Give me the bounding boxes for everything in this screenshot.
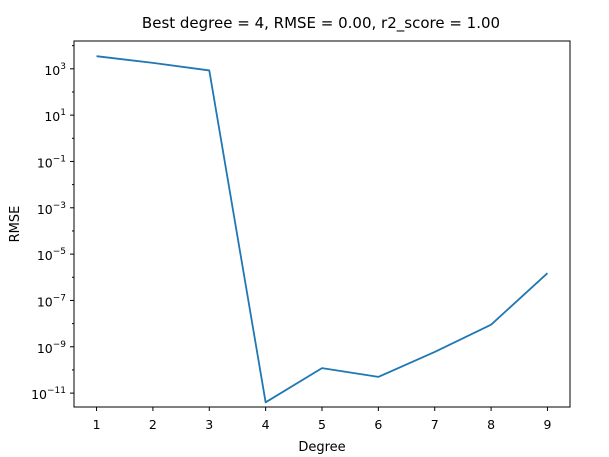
y-tick-label: 10−11	[31, 386, 66, 402]
y-tick-label: 10−9	[37, 340, 66, 356]
y-tick-label: 103	[44, 62, 66, 78]
x-tick-label: 7	[431, 417, 439, 432]
x-tick-label: 6	[374, 417, 382, 432]
plot-area	[96, 55, 549, 404]
x-axis-label: Degree	[298, 440, 345, 455]
chart-title: Best degree = 4, RMSE = 0.00, r2_score =…	[142, 14, 500, 33]
y-tick-label: 10−7	[37, 293, 66, 309]
x-tick-label: 3	[205, 417, 213, 432]
y-tick-label: 10−1	[37, 154, 66, 170]
x-tick-label: 8	[487, 417, 495, 432]
y-tick-label: 101	[44, 108, 66, 124]
y-axis-label: RMSE	[8, 206, 23, 243]
x-tick-label: 1	[93, 417, 101, 432]
plot-frame	[73, 40, 571, 408]
x-tick-label: 5	[318, 417, 326, 432]
y-tick-label: 10−3	[37, 201, 66, 217]
y-tick-label: 10−5	[37, 247, 66, 263]
x-tick-label: 2	[149, 417, 157, 432]
x-tick-label: 4	[262, 417, 270, 432]
y-axis: 103 101 10−1 10−3 10−5 10−7 10−9 10−11	[31, 45, 74, 402]
rmse-series-line	[96, 55, 549, 404]
x-axis: 1 2 3 4 5 6 7 8 9	[93, 407, 551, 432]
x-tick-label: 9	[543, 417, 551, 432]
